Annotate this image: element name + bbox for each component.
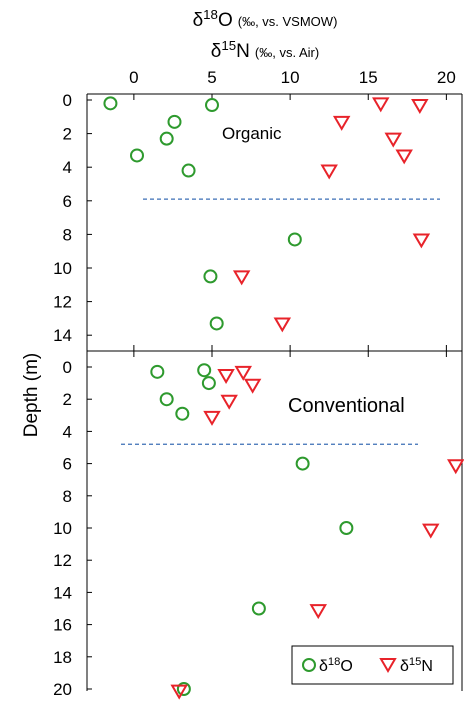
n15-point bbox=[273, 317, 292, 333]
n15-point bbox=[203, 410, 221, 426]
n15-point bbox=[243, 378, 262, 394]
y-tick-label: 6 bbox=[63, 192, 72, 211]
o18-point bbox=[181, 163, 196, 178]
n15-point bbox=[395, 149, 413, 165]
n15-point bbox=[320, 164, 338, 180]
x-axis-title-n15: δ15N (‰, vs. Air) bbox=[211, 38, 319, 63]
o18-point bbox=[159, 392, 174, 407]
x-tick-label: 20 bbox=[437, 68, 456, 87]
x-tick-labels: 0 5 10 15 20 bbox=[129, 68, 456, 87]
n15-point bbox=[220, 394, 238, 410]
n15-point bbox=[372, 97, 390, 113]
y-tick-label: 4 bbox=[63, 158, 72, 177]
y-tick-label: 16 bbox=[53, 616, 72, 635]
n15-point bbox=[217, 369, 235, 385]
o18-point bbox=[167, 114, 182, 129]
y-tick-label: 12 bbox=[53, 293, 72, 312]
n15-point bbox=[422, 523, 440, 539]
legend-n15-label: δ15N bbox=[400, 656, 433, 675]
panel-conventional: 0 2 4 6 8 10 12 14 16 18 20 bbox=[53, 345, 464, 700]
n15-point bbox=[384, 132, 402, 148]
o18-point bbox=[175, 406, 190, 421]
x-tick-label: 0 bbox=[129, 68, 138, 87]
y-tick-label: 2 bbox=[63, 125, 72, 144]
o18-point bbox=[295, 456, 310, 471]
y-tick-label: 12 bbox=[53, 551, 72, 570]
legend-o18-marker bbox=[302, 658, 316, 672]
x-tick-label: 15 bbox=[359, 68, 378, 87]
panel-label-conventional: Conventional bbox=[288, 395, 405, 417]
n15-point bbox=[170, 684, 188, 700]
o18-title-main: δ18O bbox=[193, 7, 233, 32]
o18-point bbox=[159, 131, 174, 146]
o18-point bbox=[339, 521, 354, 535]
n15-point bbox=[447, 459, 464, 475]
legend-box bbox=[291, 645, 454, 685]
y-tick-label: 14 bbox=[53, 326, 72, 345]
o18-title-units: (‰, vs. VSMOW) bbox=[238, 14, 338, 29]
n15-point bbox=[234, 365, 252, 381]
panel-label-organic: Organic bbox=[222, 124, 282, 143]
y-tick-label: 18 bbox=[53, 648, 72, 667]
y-tick-label: 6 bbox=[63, 455, 72, 474]
y-tick-label: 14 bbox=[53, 583, 72, 602]
legend: δ18O δ15N bbox=[291, 645, 454, 685]
y-tick-label: 8 bbox=[63, 225, 72, 244]
y-tick-label: 20 bbox=[53, 680, 72, 699]
o18-point bbox=[287, 232, 302, 247]
n15-title-main: δ15N bbox=[211, 38, 250, 63]
y-tick-label: 4 bbox=[63, 422, 72, 441]
y-tick-label: 10 bbox=[53, 259, 72, 278]
o18-point bbox=[150, 364, 165, 379]
n15-point bbox=[412, 233, 431, 249]
y-axis-title: Depth (m) bbox=[21, 353, 42, 437]
panel-organic: 0 2 4 6 8 10 12 14 bbox=[53, 91, 463, 351]
n15-point bbox=[232, 270, 251, 286]
legend-o18-label: δ18O bbox=[319, 656, 353, 675]
o18-point bbox=[103, 96, 118, 111]
legend-n15-marker bbox=[379, 658, 397, 673]
o18-point bbox=[203, 269, 218, 284]
x-tick-label: 5 bbox=[207, 68, 216, 87]
o18-point bbox=[201, 376, 216, 391]
o18-point bbox=[197, 363, 212, 378]
y-tick-label: 8 bbox=[63, 487, 72, 506]
n15-point bbox=[309, 604, 327, 620]
n15-title-units: (‰, vs. Air) bbox=[255, 45, 319, 60]
y-tick-label: 10 bbox=[53, 519, 72, 538]
x-axis-title-o18: δ18O (‰, vs. VSMOW) bbox=[193, 7, 338, 32]
o18-point bbox=[205, 98, 219, 113]
x-tick-label: 10 bbox=[281, 68, 300, 87]
n15-point bbox=[411, 99, 429, 115]
y-tick-label: 0 bbox=[63, 91, 72, 110]
y-tick-label: 0 bbox=[63, 358, 72, 377]
y-tick-label: 2 bbox=[63, 390, 72, 409]
o18-point bbox=[251, 601, 266, 616]
o18-point bbox=[130, 148, 144, 163]
o18-point bbox=[176, 682, 191, 696]
o18-point bbox=[209, 316, 224, 331]
n15-point bbox=[332, 115, 351, 131]
